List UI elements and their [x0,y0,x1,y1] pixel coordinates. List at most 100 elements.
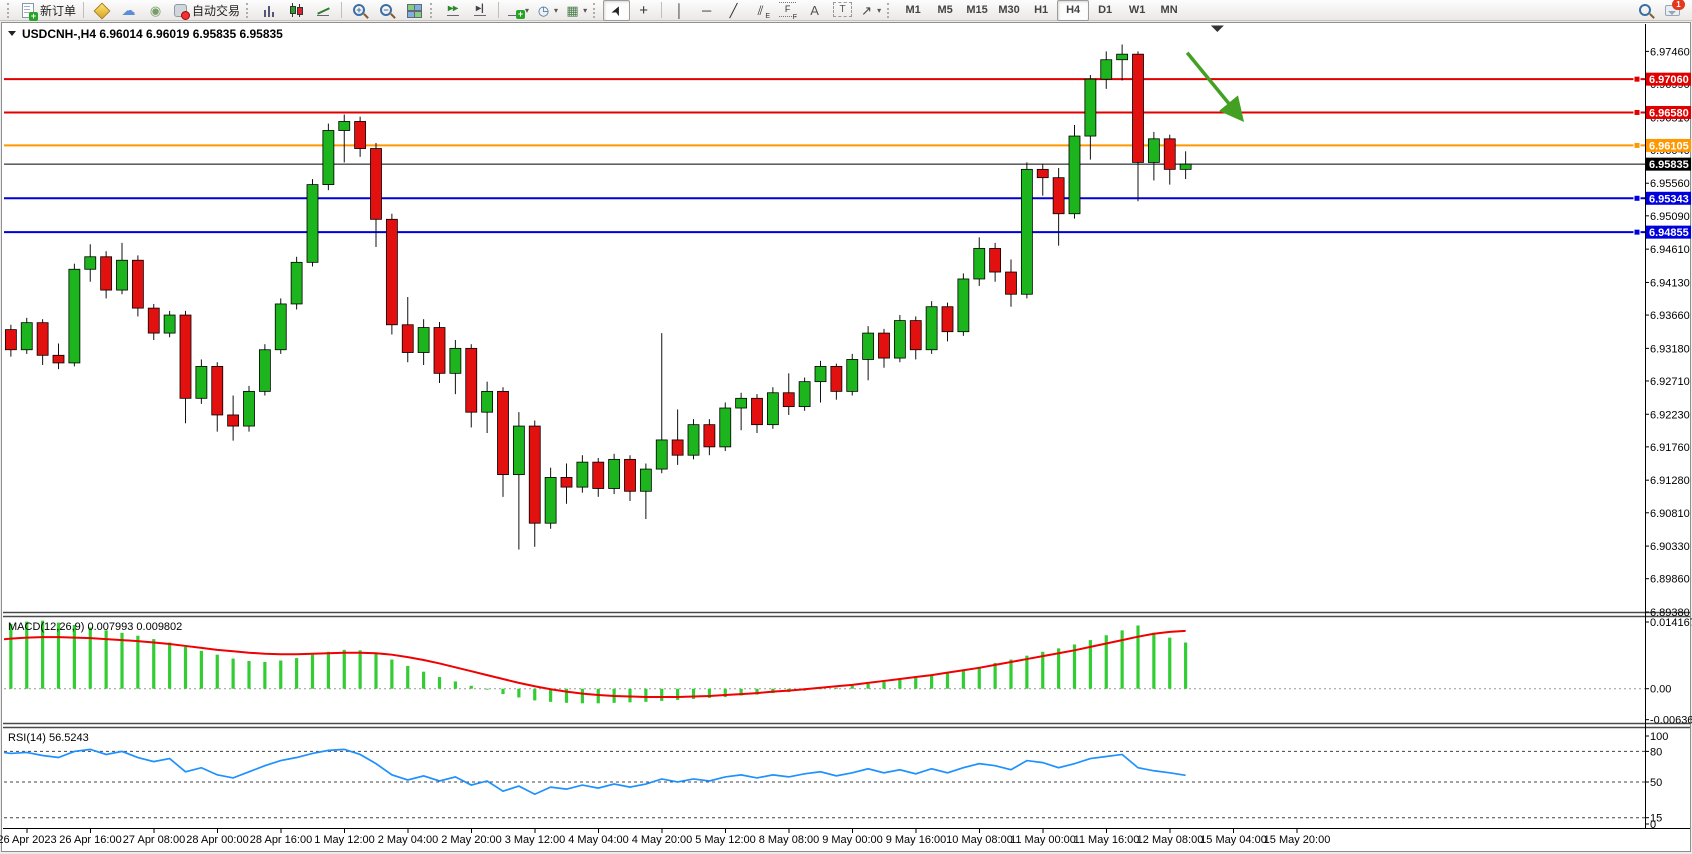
price-tick-label: 6.89860 [1650,574,1690,586]
trend-arrow-object[interactable] [1185,51,1245,123]
time-axis-label[interactable]: 15 May 20:00 [1264,834,1331,846]
periods-button[interactable]: ◷ ▾ [532,0,561,21]
signals-icon: ◉ [149,2,162,18]
tile-windows-button[interactable] [400,0,427,21]
auto-scroll-button[interactable]: ▸▸ [440,0,467,21]
toolbar-grip[interactable] [7,2,14,18]
timeframe-m5[interactable]: M5 [937,4,953,16]
time-axis-label[interactable]: 2 May 20:00 [441,834,502,846]
horizontal-line-button[interactable]: ─ [693,0,720,21]
vertical-line-icon: │ [675,2,684,18]
time-axis-label[interactable]: 8 May 08:00 [759,834,820,846]
text-label-button[interactable]: T [828,0,855,21]
candle-bearish [878,332,890,359]
candle-bullish [20,322,33,351]
time-axis-label[interactable]: 11 May 16:00 [1074,834,1140,846]
line-anchor-marker[interactable] [1633,75,1641,83]
time-axis-label[interactable]: 26 Apr 16:00 [59,834,121,846]
one-click-trading-toggle-icon[interactable] [8,31,16,36]
timeframe-w1[interactable]: W1 [1128,4,1146,16]
candle-bullish [449,347,462,374]
add-indicator-button[interactable]: + ▾ [503,0,532,21]
candle-bearish [433,327,446,374]
separator [83,2,85,18]
arrow-objects-button[interactable]: ↗ ▾ [855,0,884,21]
zoom-out-button[interactable]: − [373,0,400,21]
time-axis-label[interactable]: 27 Apr 08:00 [123,834,185,846]
zoom-in-button[interactable]: + [346,0,373,21]
chat-button[interactable]: 1 [1659,0,1686,21]
line-anchor-marker[interactable] [1633,228,1641,236]
candle-bullish [719,407,732,448]
candle-bullish [862,332,875,360]
current-price-badge [1646,157,1691,171]
timeframe-m15[interactable]: M15 [966,4,988,16]
candle-bullish [1084,78,1097,137]
line-anchor-marker[interactable] [1633,108,1641,116]
toolbar-grip[interactable] [246,2,253,18]
line-chart-button[interactable] [310,0,337,21]
timeframe-m1[interactable]: M1 [905,4,921,16]
timeframe-h1[interactable]: H1 [1034,4,1049,16]
metaeditor-button[interactable] [88,0,115,21]
equidistant-channel-button[interactable]: ⫽ E [747,0,774,21]
time-axis-label[interactable]: 11 May 00:00 [1010,834,1076,846]
line-anchor-marker[interactable] [1633,141,1641,149]
rsi-pane[interactable] [4,728,1645,828]
candle-bearish [354,121,367,149]
time-axis-label[interactable]: 28 Apr 00:00 [186,834,248,846]
autotrading-button[interactable]: 自动交易 [169,0,243,21]
metaeditor-icon [93,2,111,19]
crosshair-button[interactable]: + [630,0,657,21]
toolbar-grip[interactable] [887,2,894,18]
timeframe-m30[interactable]: M30 [998,4,1020,16]
time-axis-label[interactable]: 5 May 12:00 [695,834,756,846]
new-order-button[interactable]: + 新订单 [17,0,79,21]
templates-button[interactable]: ▦ ▾ [561,0,590,21]
text-button[interactable]: A [801,0,828,21]
time-axis-label[interactable]: 9 May 00:00 [822,834,883,846]
pane-splitter-rsi[interactable] [3,722,1690,729]
macd-pane[interactable] [4,617,1645,723]
pane-splitter-macd[interactable] [3,611,1690,618]
time-axis-label[interactable]: 12 May 08:00 [1137,834,1204,846]
macd-tick-label: -0.006363 [1650,715,1692,727]
toolbar-grip[interactable] [593,2,600,18]
chart-shift-marker[interactable] [1210,25,1224,33]
rsi-tick-label: 50 [1650,777,1662,789]
candlestick-chart-button[interactable] [283,0,310,21]
add-indicator-icon: + [506,2,526,19]
time-axis-label[interactable]: 2 May 04:00 [378,834,439,846]
trendline-button[interactable]: ╱ [720,0,747,21]
timeframe-h4[interactable]: H4 [1057,0,1090,21]
timeframe-mn[interactable]: MN [1160,4,1178,16]
vertical-line-button[interactable]: │ [666,0,693,21]
search-button[interactable] [1632,0,1659,21]
toolbar-grip[interactable] [430,2,437,18]
time-axis-label[interactable]: 9 May 16:00 [886,834,947,846]
timeframe-d1[interactable]: D1 [1098,4,1113,16]
price-tick-label: 6.92230 [1650,409,1690,421]
time-axis-label[interactable]: 4 May 04:00 [568,834,629,846]
candle-bearish [1052,177,1065,215]
time-axis-label[interactable]: 10 May 08:00 [946,834,1013,846]
candlestick-chart-icon [288,2,305,19]
time-axis-label[interactable]: 3 May 12:00 [505,834,566,846]
community-button[interactable]: ☁ [115,0,142,21]
chart-shift-button[interactable]: ▸| [467,0,494,21]
candle-bearish [179,314,192,399]
time-axis-label[interactable]: 4 May 20:00 [632,834,693,846]
signals-button[interactable]: ◉ [142,0,169,21]
candle-bullish [655,439,668,470]
line-anchor-marker[interactable] [1633,194,1641,202]
auto-scroll-icon: ▸▸ [447,2,460,16]
time-axis-label[interactable]: 15 May 04:00 [1200,834,1267,846]
price-tick-label: 6.95090 [1650,211,1690,223]
cursor-button[interactable]: ➤ [603,0,631,21]
time-axis-label[interactable]: 26 Apr 2023 [0,834,57,846]
bar-chart-button[interactable] [256,0,283,21]
time-axis-label[interactable]: 1 May 12:00 [314,834,375,846]
time-axis-label[interactable]: 28 Apr 16:00 [250,834,312,846]
candle-bearish [989,248,1002,273]
